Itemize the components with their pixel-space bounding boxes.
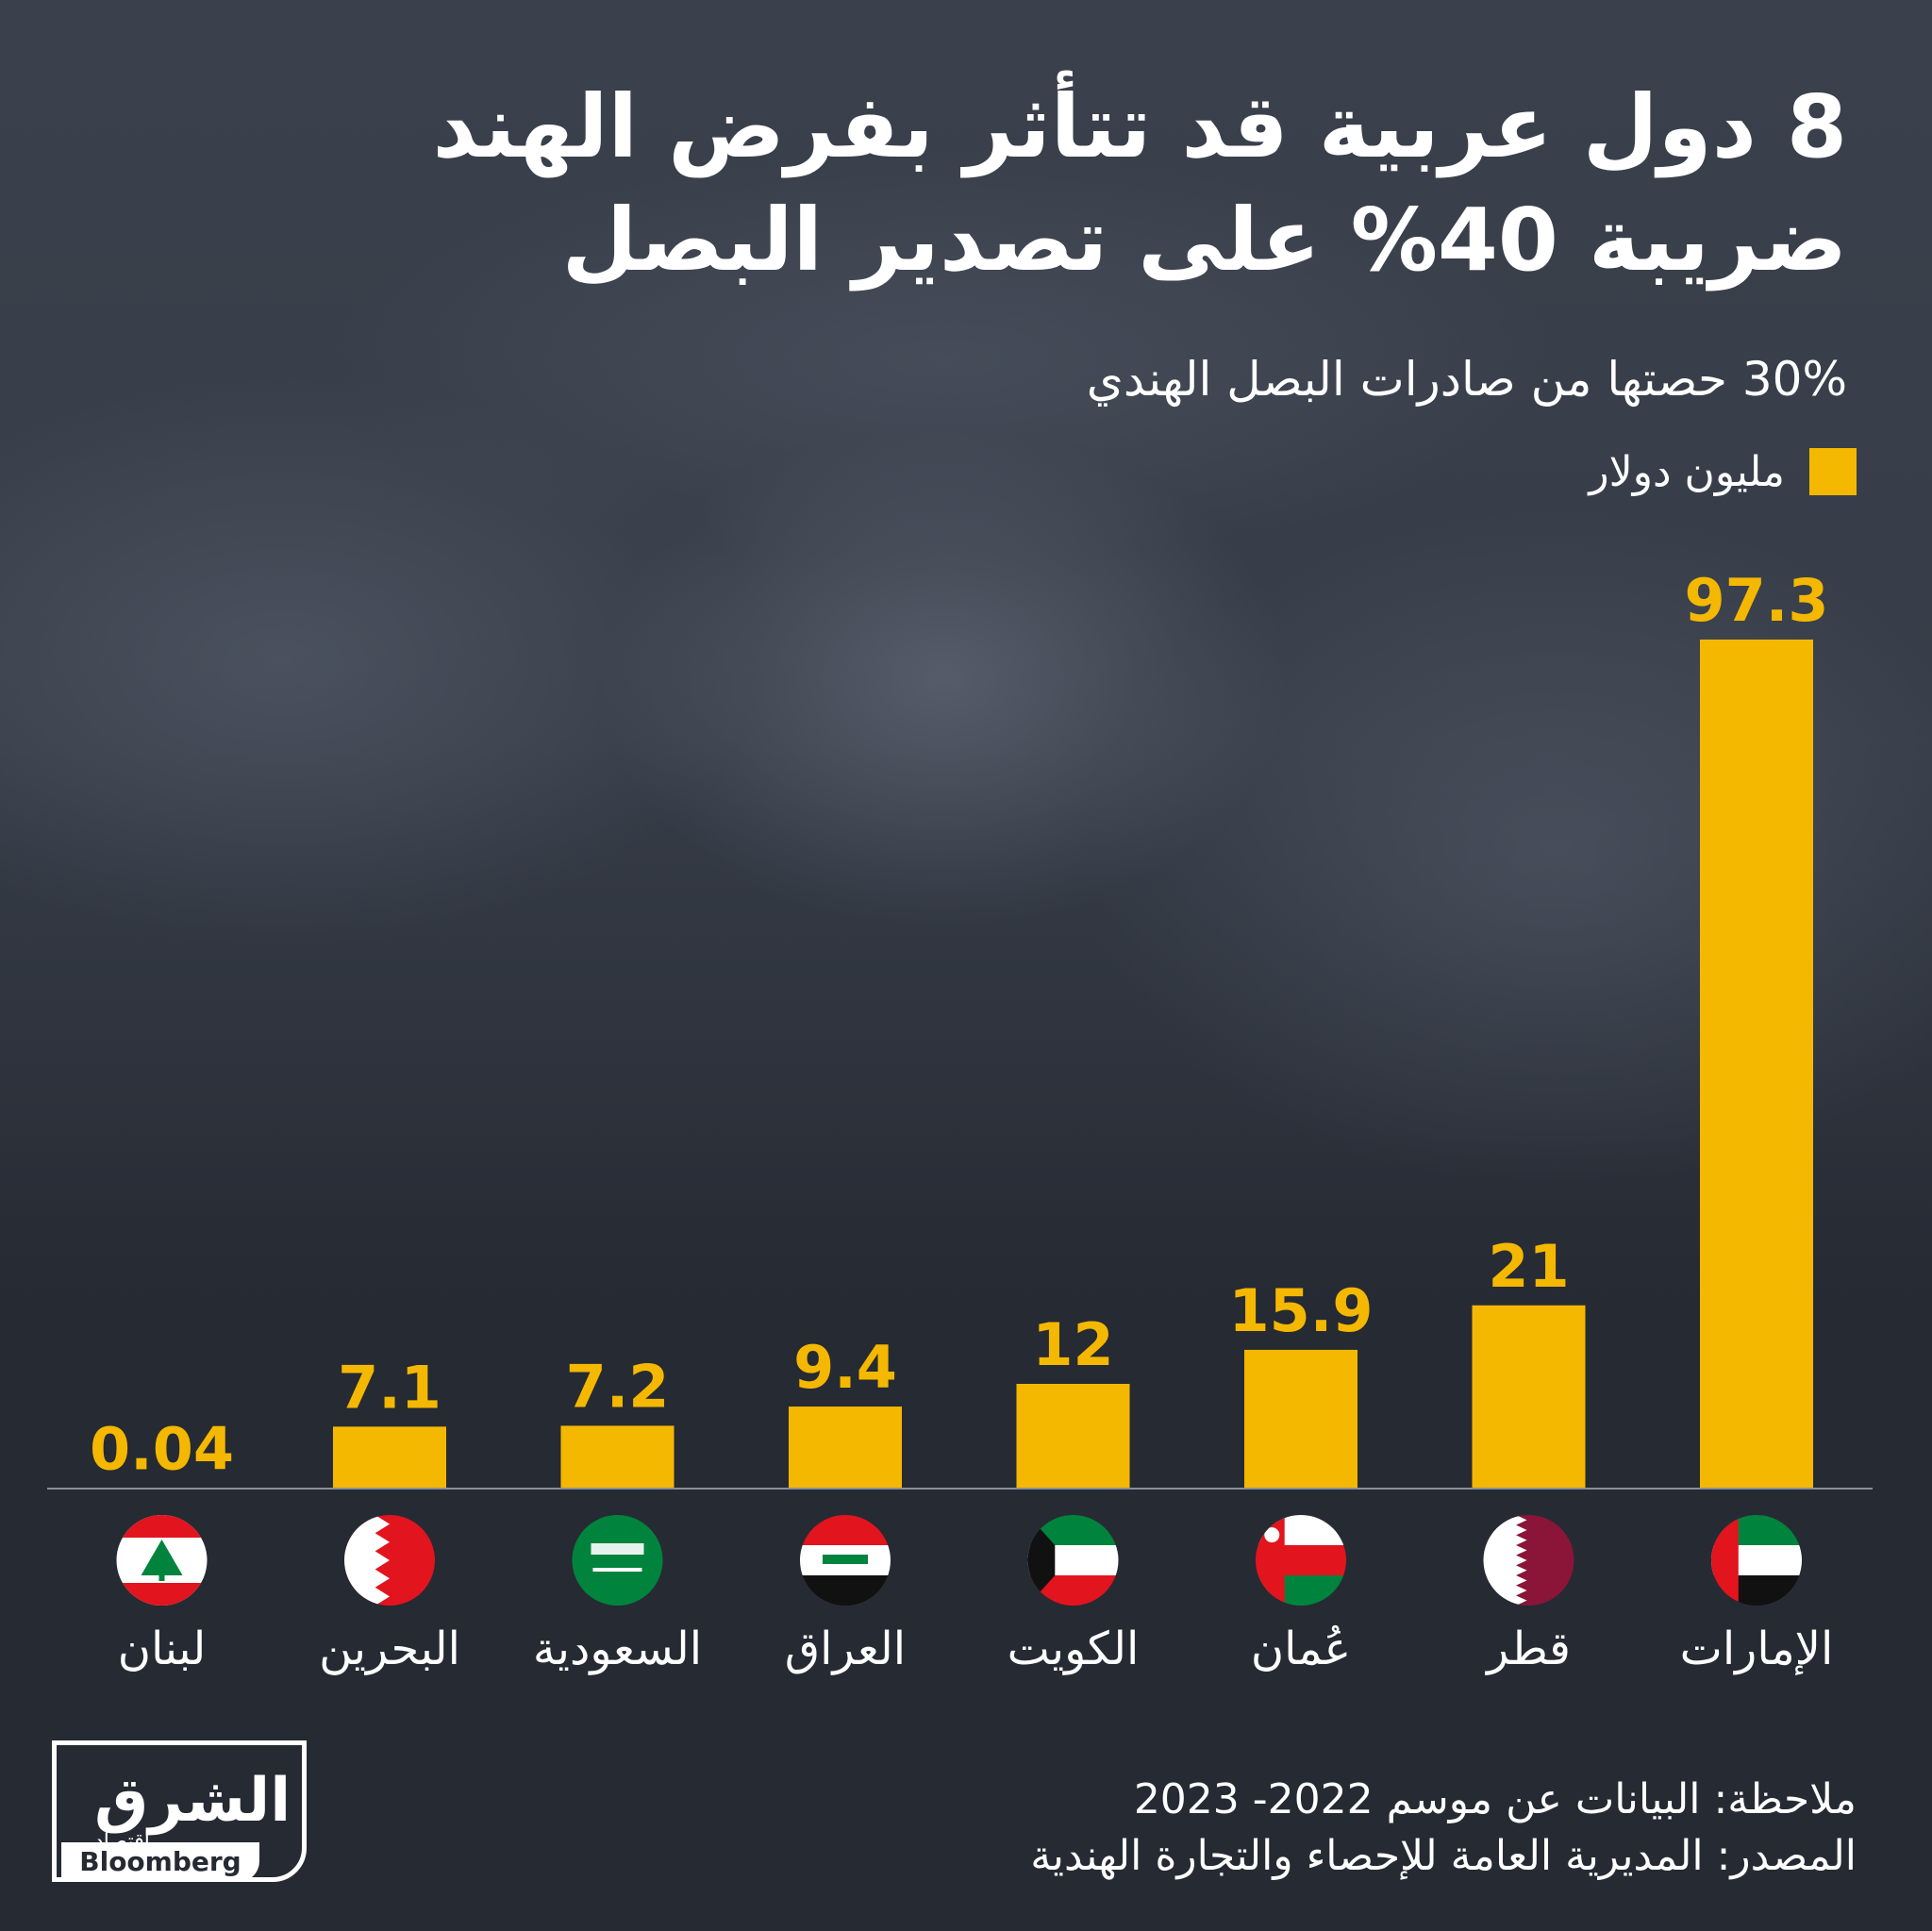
chart-subtitle: 30% حصتها من صادرات البصل الهندي <box>1086 352 1847 407</box>
legend-swatch <box>1809 448 1857 495</box>
iraq-flag-icon <box>800 1515 891 1606</box>
title-line-2: ضريبة 40% على تصدير البصل <box>561 190 1847 291</box>
value-label-2: 15.9 <box>1229 1276 1374 1345</box>
bahrain-flag-icon-art <box>344 1515 435 1606</box>
bar-chart: 97.3 21 15.9 12 9.4 7.2 7.1 0.04 الإمارات قطر عُم… <box>47 566 1873 1675</box>
country-label-4: العراق <box>785 1623 906 1675</box>
qatar-flag-icon-art <box>1483 1515 1574 1606</box>
background-fade <box>0 1132 1932 1377</box>
kuwait-flag-icon <box>1027 1515 1119 1606</box>
country-label-0: الإمارات <box>1680 1623 1834 1675</box>
country-label-7: لبنان <box>118 1623 206 1675</box>
uae-flag-icon <box>1711 1515 1802 1606</box>
saudi-flag-icon-art <box>572 1515 663 1606</box>
bar-5 <box>560 1425 675 1489</box>
bloomberg-logo: Bloomberg <box>61 1842 259 1882</box>
country-label-6: البحرين <box>319 1623 460 1675</box>
iraq-flag-icon-art <box>800 1515 891 1606</box>
value-label-4: 9.4 <box>793 1333 897 1402</box>
lebanon-flag-icon-art <box>116 1515 208 1606</box>
country-labels-layer: الإمارات قطر عُمان الكويت العراق السعودية البح… <box>118 1623 1834 1675</box>
logo-main-text: الشرق <box>94 1766 291 1836</box>
lebanon-flag-icon <box>116 1515 208 1606</box>
footer-notes: ملاحظة: البيانات عن موسم 2022- 2023 المص… <box>630 1772 1857 1885</box>
uae-flag-icon-art <box>1711 1515 1802 1606</box>
footer-source: المصدر: المديرية العامة للإحصاء والتجارة… <box>1030 1832 1857 1880</box>
value-label-6: 7.1 <box>338 1353 441 1422</box>
country-label-3: الكويت <box>1008 1623 1140 1675</box>
bar-3 <box>1016 1384 1130 1489</box>
country-label-1: قطر <box>1485 1623 1571 1675</box>
legend: مليون دولار <box>1589 443 1857 500</box>
qatar-flag-icon <box>1483 1515 1574 1606</box>
background-photo <box>0 0 1932 1340</box>
country-label-5: السعودية <box>533 1623 702 1675</box>
bar-1 <box>1472 1305 1586 1489</box>
bar-0 <box>1700 639 1813 1489</box>
country-label-2: عُمان <box>1251 1623 1351 1675</box>
value-label-3: 12 <box>1032 1310 1113 1379</box>
value-label-5: 7.2 <box>566 1352 670 1421</box>
oman-flag-icon-art <box>1256 1515 1346 1606</box>
bars-layer <box>105 639 1813 1489</box>
bar-4 <box>789 1407 902 1489</box>
chart-title: 8 دول عربية قد تتأثر بفرض الهند ضريبة 40… <box>102 71 1847 297</box>
footer-note: ملاحظة: البيانات عن موسم 2022- 2023 <box>1133 1775 1857 1823</box>
value-labels-layer: 97.3 21 15.9 12 9.4 7.2 7.1 0.04 <box>90 566 1828 1484</box>
title-line-1: 8 دول عربية قد تتأثر بفرض الهند <box>432 76 1847 177</box>
legend-label: مليون دولار <box>1589 447 1785 496</box>
kuwait-flag-icon-art <box>1027 1515 1119 1606</box>
oman-flag-icon <box>1256 1515 1346 1606</box>
bar-6 <box>333 1426 446 1489</box>
bar-2 <box>1244 1349 1357 1489</box>
bahrain-flag-icon <box>344 1515 435 1606</box>
value-label-7: 0.04 <box>90 1415 234 1484</box>
value-label-0: 97.3 <box>1685 566 1829 635</box>
saudi-flag-icon <box>572 1515 663 1606</box>
value-label-1: 21 <box>1488 1232 1569 1301</box>
flags-layer <box>116 1515 1802 1606</box>
